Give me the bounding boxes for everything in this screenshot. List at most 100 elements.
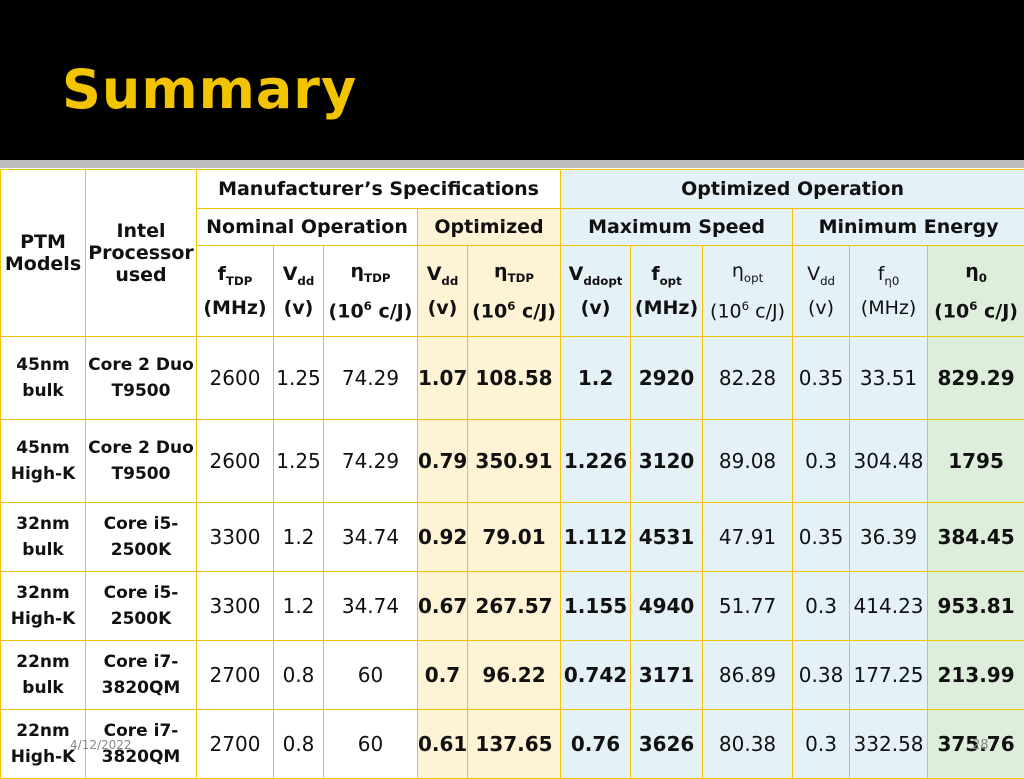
value-cell: 137.65: [468, 710, 561, 779]
column-subscript: TDP: [226, 273, 252, 287]
value-cell: 34.74: [324, 572, 418, 641]
value-cell: 1795: [928, 420, 1024, 503]
value-cell: 4940: [631, 572, 703, 641]
processor-line: Core i5-: [104, 583, 179, 603]
value-cell: 3626: [631, 710, 703, 779]
value-cell: 89.08: [703, 420, 793, 503]
value-cell: 96.22: [468, 641, 561, 710]
column-symbol: f: [651, 263, 659, 285]
column-header: η0(106 c/J): [928, 246, 1024, 337]
column-unit: c/J): [977, 300, 1018, 322]
processor-line: Core i5-: [104, 514, 179, 534]
value-cell: 0.8: [274, 641, 324, 710]
optimized-operation-header: Optimized Operation: [561, 170, 1024, 209]
column-header: Vdd(v): [793, 246, 850, 337]
value-cell: 0.742: [561, 641, 631, 710]
value-cell: 0.92: [418, 503, 468, 572]
column-unit: (10: [710, 300, 742, 322]
value-cell: 36.39: [850, 503, 928, 572]
value-cell: 1.2: [274, 503, 324, 572]
model-line: bulk: [22, 540, 63, 560]
column-unit: (v): [284, 297, 314, 319]
column-subscript: TDP: [508, 271, 534, 285]
ptm-header-line1: PTM: [20, 231, 66, 253]
nominal-operation-header: Nominal Operation: [197, 209, 418, 246]
value-cell: 82.28: [703, 337, 793, 420]
value-cell: 384.45: [928, 503, 1024, 572]
optimized-header: Optimized: [418, 209, 561, 246]
column-symbol: V: [427, 263, 442, 285]
processor-line: Core 2 Duo: [88, 355, 194, 375]
processor-line: T9500: [112, 464, 171, 484]
value-cell: 0.7: [418, 641, 468, 710]
column-unit: c/J): [372, 300, 413, 322]
processor-line: 2500K: [111, 540, 172, 560]
value-cell: 0.79: [418, 420, 468, 503]
model-line: bulk: [22, 678, 63, 698]
column-symbol: V: [807, 263, 820, 285]
processor-cell: Core i7- 3820QM: [86, 641, 197, 710]
column-subscript: ddopt: [583, 273, 622, 287]
intel-header-line2: Processor: [88, 242, 194, 264]
column-subscript: dd: [297, 273, 314, 287]
manufacturer-specs-header: Manufacturer’s Specifications: [197, 170, 561, 209]
header-row-top: PTM Models Intel Processor used Manufact…: [1, 170, 1024, 209]
column-unit-exponent: 6: [364, 299, 372, 313]
value-cell: 2700: [197, 710, 274, 779]
ptm-model-cell: 45nm bulk: [1, 337, 86, 420]
value-cell: 3300: [197, 572, 274, 641]
maximum-speed-header: Maximum Speed: [561, 209, 793, 246]
minimum-energy-header: Minimum Energy: [793, 209, 1024, 246]
slide-number: 28: [972, 738, 989, 753]
model-line: bulk: [22, 381, 63, 401]
value-cell: 0.8: [274, 710, 324, 779]
intel-header-line1: Intel: [116, 220, 165, 242]
value-cell: 1.2: [561, 337, 631, 420]
processor-cell: Core i5- 2500K: [86, 503, 197, 572]
value-cell: 74.29: [324, 337, 418, 420]
processor-line: 3820QM: [102, 678, 181, 698]
column-unit: (MHz): [861, 297, 916, 319]
column-subscript: TDP: [364, 271, 390, 285]
model-line: 45nm: [16, 355, 69, 375]
value-cell: 3300: [197, 503, 274, 572]
column-header: fTDP(MHz): [197, 246, 274, 337]
model-line: 45nm: [16, 438, 69, 458]
column-unit: (10: [934, 300, 969, 322]
value-cell: 414.23: [850, 572, 928, 641]
column-header: ηTDP(106 c/J): [468, 246, 561, 337]
value-cell: 0.35: [793, 337, 850, 420]
model-line: High-K: [11, 747, 76, 767]
column-unit: (10: [329, 300, 364, 322]
column-symbol: η: [351, 260, 365, 282]
value-cell: 0.35: [793, 503, 850, 572]
column-header: fη0(MHz): [850, 246, 928, 337]
model-line: High-K: [11, 609, 76, 629]
column-symbol: η: [732, 260, 744, 282]
column-header: Vddopt(v): [561, 246, 631, 337]
value-cell: 1.07: [418, 337, 468, 420]
column-unit: c/J): [749, 300, 785, 322]
value-cell: 34.74: [324, 503, 418, 572]
value-cell: 213.99: [928, 641, 1024, 710]
value-cell: 4531: [631, 503, 703, 572]
processor-line: Core 2 Duo: [88, 438, 194, 458]
model-line: High-K: [11, 464, 76, 484]
ptm-models-header: PTM Models: [1, 170, 86, 337]
value-cell: 350.91: [468, 420, 561, 503]
model-line: 32nm: [16, 514, 69, 534]
value-cell: 0.3: [793, 420, 850, 503]
model-line: 22nm: [16, 652, 69, 672]
ptm-header-line2: Models: [5, 253, 81, 275]
processor-line: Core i7-: [104, 652, 179, 672]
column-symbol: η: [494, 260, 508, 282]
value-cell: 108.58: [468, 337, 561, 420]
model-line: 22nm: [16, 721, 69, 741]
value-cell: 79.01: [468, 503, 561, 572]
